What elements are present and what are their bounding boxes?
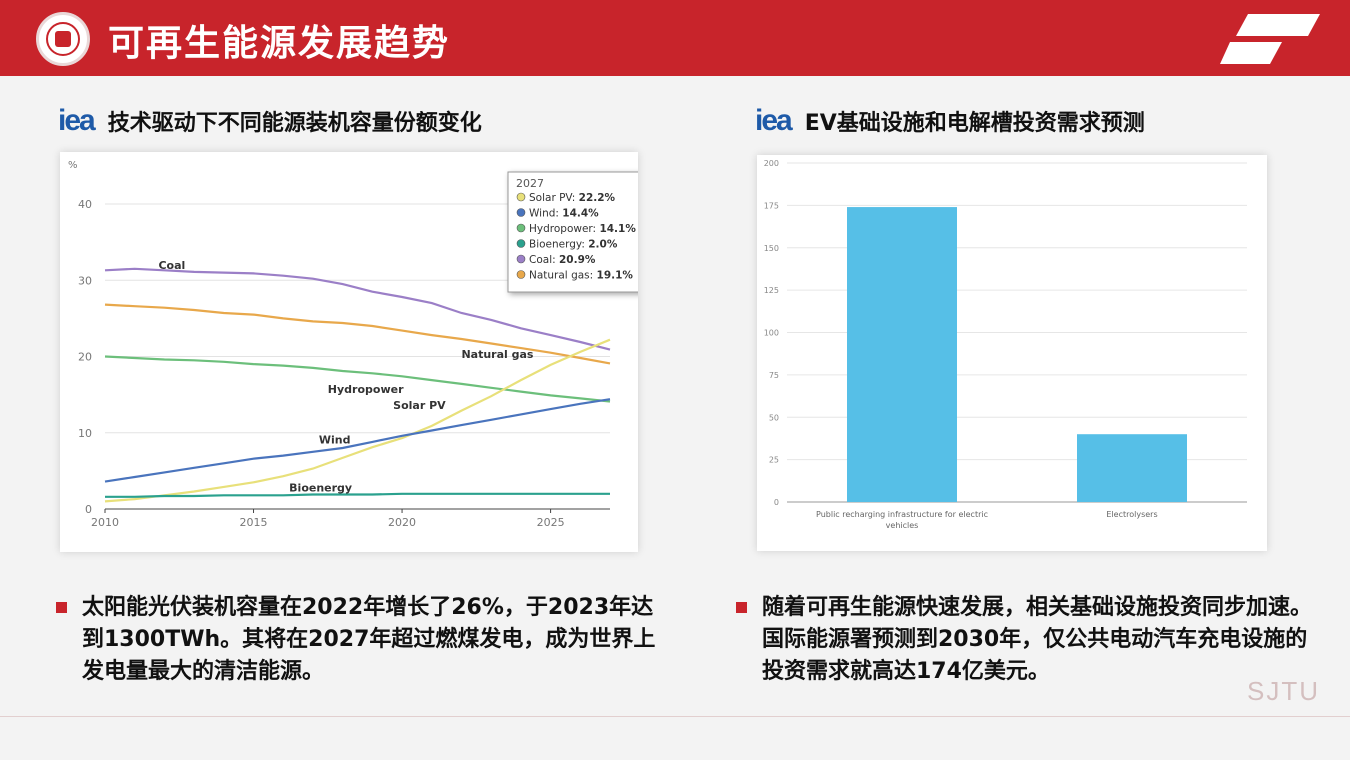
series-line-bioenergy [105,492,610,498]
right-heading: iea EV基础设施和电解槽投资需求预测 [755,104,1145,138]
tooltip-item: Wind: 14.4% [529,208,599,220]
x-tick-label: 2010 [91,516,119,529]
y-tick-label: 0 [85,503,92,516]
x-tick-label: 2025 [537,516,565,529]
x-category-label: Electrolysers [1106,510,1157,519]
y-tick-label: 100 [764,329,779,338]
bullet-marker-icon [56,602,67,613]
series-label: Bioenergy [289,481,352,494]
left-bullet-text: 太阳能光伏装机容量在2022年增长了26%，于2023年达到1300TWh。其将… [82,595,656,684]
left-heading-text: 技术驱动下不同能源装机容量份额变化 [107,111,482,136]
y-tick-label: 125 [764,286,779,295]
footer-divider [0,716,1350,717]
y-tick-label: 0 [774,498,779,507]
y-axis-unit-label: % [68,160,78,171]
bar [1077,434,1187,502]
y-tick-label: 200 [764,159,779,168]
x-tick-label: 2020 [388,516,416,529]
y-tick-label: 75 [769,371,779,380]
x-tick-label: 2015 [240,516,268,529]
y-tick-label: 30 [78,274,92,287]
y-tick-label: 150 [764,244,779,253]
x-category-label: vehicles [886,521,919,530]
sjtu-watermark: SJTU [1247,676,1320,706]
series-label: Solar PV [393,399,446,412]
y-tick-label: 40 [78,198,92,211]
tooltip-item: Hydropower: 14.1% [529,223,636,235]
y-tick-label: 20 [78,351,92,364]
iea-logo-left: iea [58,104,96,137]
right-bullet-text: 随着可再生能源快速发展，相关基础设施投资同步加速。国际能源署预测到2030年，仅… [762,595,1313,684]
y-tick-label: 50 [769,413,779,422]
bar [847,207,957,502]
iea-logo-right: iea [755,104,793,137]
slide-title: 可再生能源发展趋势 [108,23,451,64]
bullet-marker-icon [736,602,747,613]
series-line-solar-pv [104,338,611,503]
x-category-label: Public recharging infrastructure for ele… [816,510,988,519]
series-label: Hydropower [328,383,404,396]
tooltip-swatch [516,239,526,248]
series-line-hydropower [104,355,611,403]
series-label: Wind [319,433,351,446]
bar-chart: 0 25 50 75 100 125 150 175 200 Public recharging … [764,159,1247,530]
y-tick-label: 25 [769,456,779,465]
right-bullet: 随着可再生能源快速发展，相关基础设施投资同步加速。国际能源署预测到2030年，仅… [736,592,1316,688]
tooltip-item: Natural gas: 19.1% [529,270,633,282]
y-tick-label: 10 [78,427,92,440]
series-label: Coal [158,259,185,272]
series-line-coal [104,267,611,351]
line-chart: % 0 10 20 30 40 2010 2015 2020 2025 Coal Natural ga… [68,160,669,529]
tooltip-title: 2027 [516,177,544,190]
series-label: Natural gas [461,348,533,361]
y-tick-label: 175 [764,201,779,210]
tooltip-swatch [516,270,526,279]
left-bullet: 太阳能光伏装机容量在2022年增长了26%，于2023年达到1300TWh。其将… [56,592,656,688]
tooltip-swatch [516,223,526,233]
slide-header: 可再生能源发展趋势 [0,0,1350,76]
university-emblem-icon [36,12,90,66]
tooltip-swatch [516,208,526,217]
tooltip-swatch [516,254,526,264]
bar-chart-panel: 0 25 50 75 100 125 150 175 200 Public recharging … [757,155,1267,551]
tooltip-item: Coal: 20.9% [529,254,596,266]
tooltip-2027: 2027 Solar PV: 22.2% Wind: 14.4% Hydropower… [507,171,669,293]
series-line-natural-gas [104,303,611,365]
header-decoration-icon [1220,14,1320,64]
left-heading: iea 技术驱动下不同能源装机容量份额变化 [58,104,482,138]
tooltip-swatch [516,192,526,202]
tooltip-item: Solar PV: 22.2% [529,192,616,204]
line-chart-panel: % 0 10 20 30 40 2010 2015 2020 2025 Coal Natural ga… [60,152,669,552]
right-heading-text: EV基础设施和电解槽投资需求预测 [804,111,1145,136]
tooltip-item: Bioenergy: 2.0% [529,239,618,251]
series-line-wind [104,398,611,483]
